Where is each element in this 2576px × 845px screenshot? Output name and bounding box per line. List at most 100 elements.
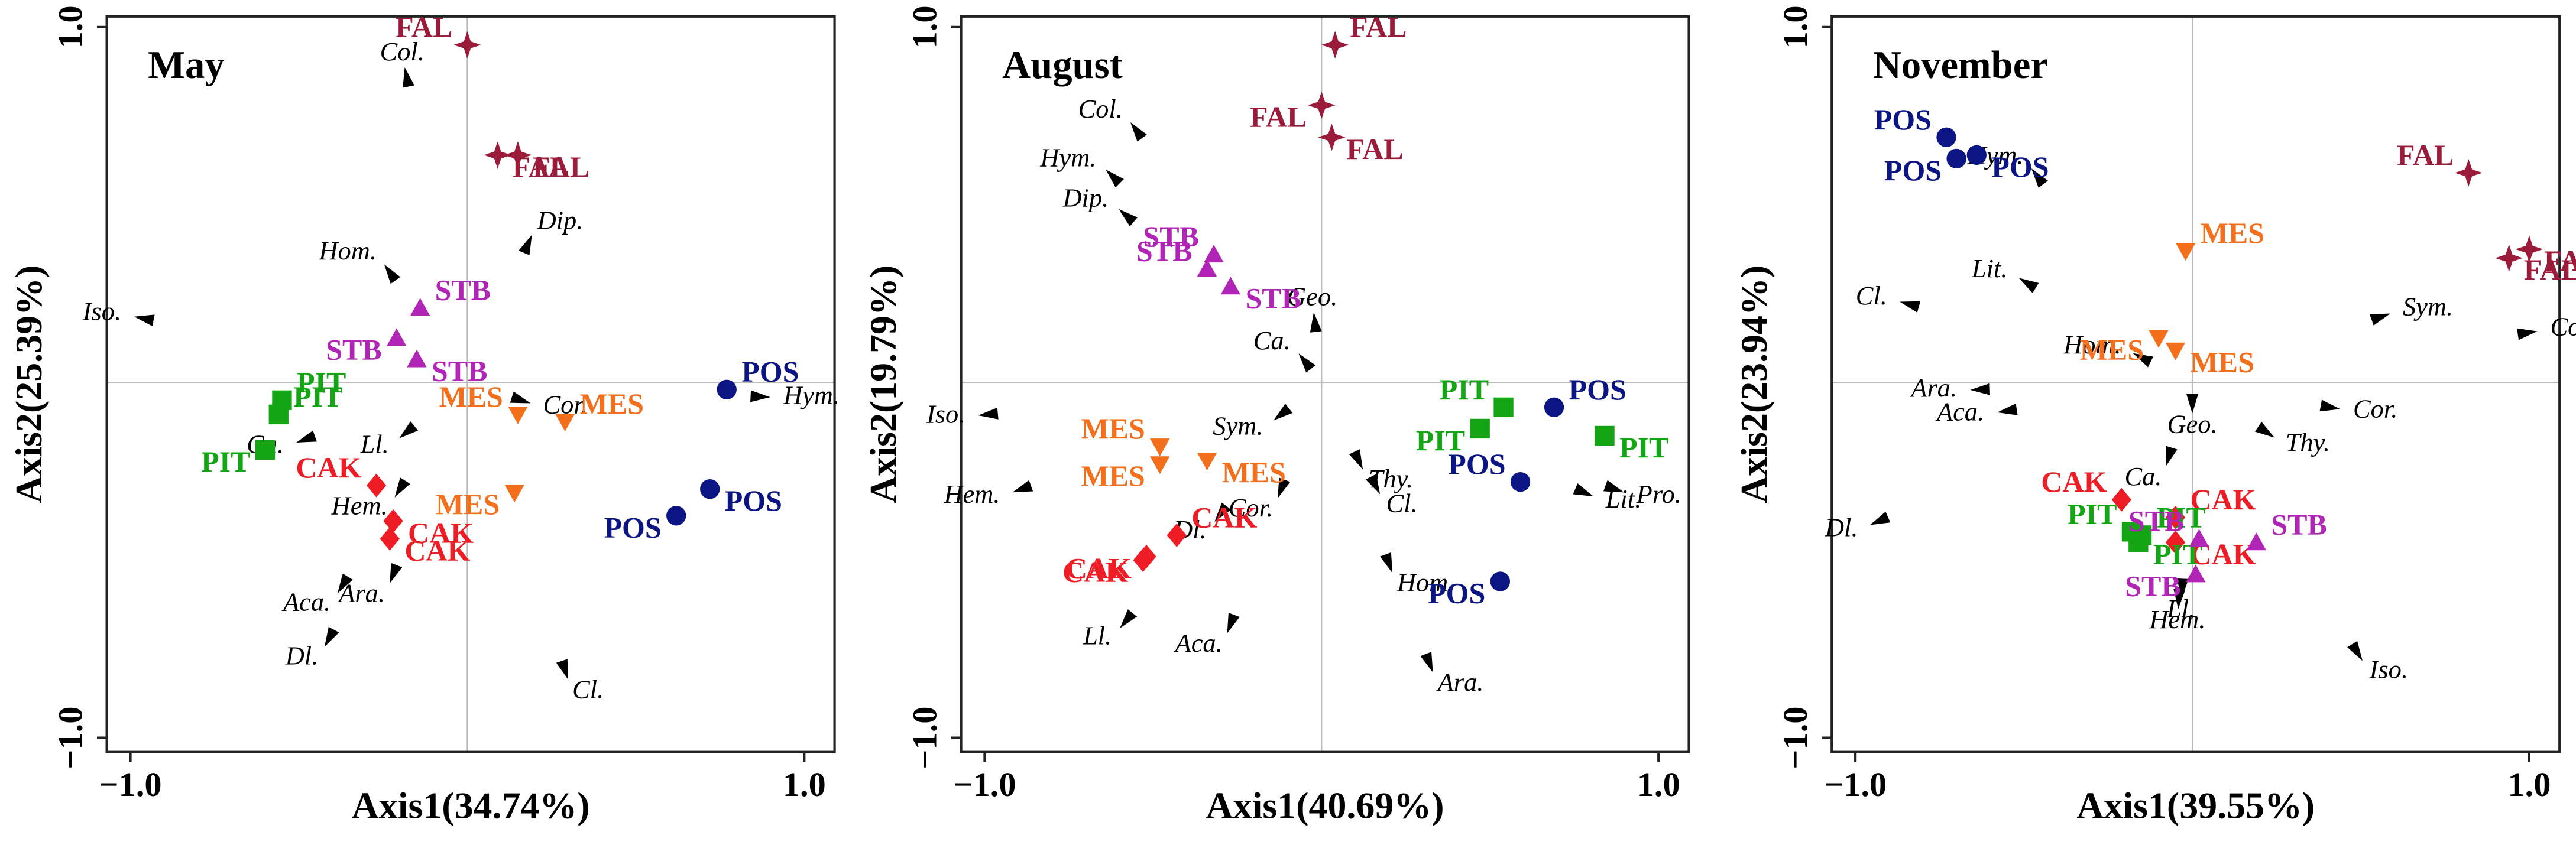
site-point <box>1470 418 1490 439</box>
site-label: FAL <box>2397 138 2454 171</box>
x-axis-label: Axis1(34.74%) <box>352 785 590 827</box>
x-tick-label: 1.0 <box>783 765 826 804</box>
species-arrowhead <box>1298 353 1316 373</box>
site-label: MES <box>1222 456 1286 489</box>
species-label: Lit. <box>1605 484 1642 514</box>
plot-frame <box>960 15 1690 753</box>
species-label: Aca. <box>281 587 330 616</box>
site-point <box>1321 31 1349 59</box>
panel: May Axis1(34.74%) Axis2(25.39%) −1.0 1.0 −1.0… <box>8 5 840 826</box>
species-label: Hym. <box>783 380 840 410</box>
site-label: PIT <box>1619 431 1668 464</box>
species-arrowhead <box>1349 449 1363 470</box>
site-label: MES <box>2191 346 2254 379</box>
species-arrowhead <box>1997 403 2018 415</box>
species-arrowhead <box>519 235 532 255</box>
chart-title: August <box>1002 44 1123 87</box>
species-label: Ara. <box>1436 667 1484 697</box>
panel: August Axis1(40.69%) Axis2(19.79%) −1.0 1.0 −… <box>862 5 1690 827</box>
y-axis-label: Axis2(23.94%) <box>1733 265 1775 503</box>
species-label: Ll. <box>2166 594 2195 623</box>
species-label: Ll. <box>360 429 389 459</box>
species-arrowhead <box>390 563 403 584</box>
site-label: MES <box>1081 412 1145 445</box>
species-arrowhead <box>403 67 414 88</box>
y-tick-label: 1.0 <box>1776 5 1814 48</box>
site-label: PIT <box>2157 500 2206 534</box>
site-point <box>1150 456 1170 474</box>
chart-title: May <box>148 44 225 87</box>
site-label: PIT <box>2068 497 2117 530</box>
species-label: Hom. <box>1396 568 1455 597</box>
plot-frame <box>105 15 836 753</box>
species-arrowhead <box>1380 552 1393 573</box>
species-label: Ara. <box>337 578 385 607</box>
site-point <box>2111 488 2132 512</box>
species-label: Ll. <box>1083 620 1112 650</box>
site-label: FAL <box>2524 253 2576 286</box>
site-label: FAL <box>533 150 589 183</box>
species-arrowhead <box>1573 483 1594 497</box>
species-label: Geo. <box>2167 409 2217 438</box>
site-point <box>2455 159 2483 187</box>
species-arrowhead <box>750 390 770 402</box>
species-arrowhead <box>978 407 999 420</box>
species-arrowhead <box>1012 480 1033 493</box>
site-point <box>2495 244 2523 272</box>
site-point <box>2515 235 2543 264</box>
species-label: Dl. <box>1825 513 1858 542</box>
species-label: Ca. <box>2124 462 2162 491</box>
site-point <box>1946 148 1966 169</box>
x-axis-label: Axis1(40.69%) <box>1206 785 1444 827</box>
site-label: FAL <box>2544 244 2576 277</box>
species-arrowhead <box>556 659 569 680</box>
site-point <box>1966 145 1987 165</box>
x-axis-label: Axis1(39.55%) <box>2076 785 2315 827</box>
site-point <box>717 379 737 399</box>
species-arrowhead <box>1227 613 1240 633</box>
site-label: STB <box>435 273 491 306</box>
site-point <box>2175 243 2196 261</box>
species-label: Thy. <box>2286 427 2330 457</box>
species-arrowhead <box>398 421 419 439</box>
site-label: STB <box>432 355 488 388</box>
x-tick-label: 1.0 <box>1637 765 1680 804</box>
species-arrowhead <box>1365 474 1381 495</box>
species-arrowhead <box>2166 446 2178 467</box>
site-point <box>484 141 512 169</box>
species-label: Iso. <box>2369 655 2408 684</box>
y-axis-label: Axis2(19.79%) <box>862 265 904 503</box>
site-point <box>1204 245 1224 263</box>
site-label: PIT <box>1416 424 1465 457</box>
species-arrowhead <box>2018 278 2039 294</box>
species-arrowhead <box>1278 477 1291 499</box>
site-point <box>2149 330 2169 348</box>
site-point <box>380 526 400 551</box>
site-point <box>410 298 430 316</box>
site-point <box>383 509 403 533</box>
site-label: POS <box>741 355 799 388</box>
species-label: Geo. <box>1287 282 1337 311</box>
species-label: Hom. <box>2063 330 2121 359</box>
x-tick-label: −1.0 <box>99 765 161 804</box>
site-label: FAL <box>1346 132 1403 165</box>
site-point <box>1197 259 1217 277</box>
species-label: Dip. <box>1062 183 1109 213</box>
site-point <box>2189 529 2209 547</box>
y-axis-label: Axis2(25.39%) <box>8 265 50 503</box>
site-label: STB <box>1136 234 1193 267</box>
species-arrowhead <box>384 264 401 284</box>
species-label: Hem. <box>2149 604 2205 634</box>
species-label: Sym. <box>2403 291 2453 321</box>
species-label: Iso. <box>926 399 965 428</box>
y-tick-label: −1.0 <box>1776 707 1814 769</box>
site-point <box>255 440 276 460</box>
species-label: Aca. <box>1174 628 1223 658</box>
panel: November Axis1(39.55%) Axis2(23.94%) −1.0 1.… <box>1733 5 2576 826</box>
species-arrowhead <box>1120 609 1138 629</box>
species-arrowhead <box>1119 209 1138 227</box>
species-arrowhead <box>2254 421 2275 438</box>
site-label: CAK <box>404 534 470 567</box>
site-label: POS <box>725 484 782 517</box>
species-label: Dl. <box>285 641 319 671</box>
